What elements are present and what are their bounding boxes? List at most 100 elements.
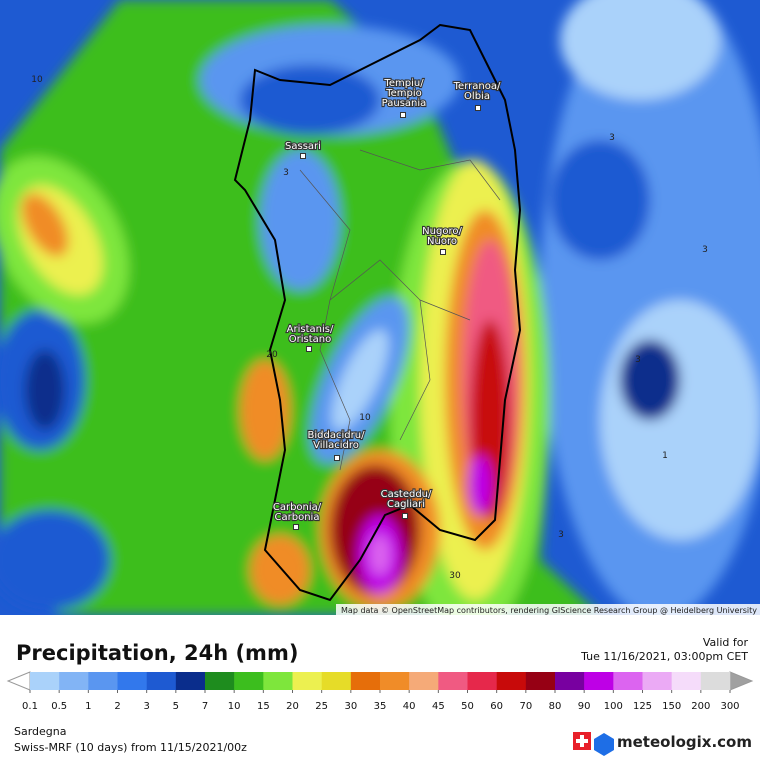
city-label: Casteddu/ [381,489,432,500]
scale-swatch [584,672,614,690]
scale-tick-label: 0.1 [22,701,38,712]
scale-tick-label: 2 [114,701,120,712]
scale-tick-label: 15 [257,701,270,712]
city-marker [440,249,446,255]
city-label: Tempio [385,88,422,99]
city-marker [306,346,312,352]
scale-tick-label: 10 [228,701,241,712]
scale-swatch [700,672,731,690]
scale-tick-label: 200 [691,701,710,712]
attribution: Map data © OpenStreetMap contributors, r… [341,606,757,615]
contour-label: 1 [662,451,668,461]
scale-swatch [467,672,497,690]
city-marker [334,455,340,461]
contour-labels: 10 3 3 3 3 1 3 20 10 30 [31,75,708,581]
scale-swatch [146,672,177,690]
scale-swatch [525,672,556,690]
scale-tick-label: 90 [578,701,591,712]
city-marker [293,524,299,530]
scale-swatch [88,672,118,690]
city-marker [402,513,408,519]
scale-tick-label: 7 [202,701,208,712]
scale-swatch [205,672,235,690]
contour-label: 3 [702,245,708,255]
brand-icon [594,733,614,756]
city-label: Nugoro/ [422,226,462,237]
contour-label: 10 [31,75,43,85]
province-borders [299,149,501,471]
scale-tick-label: 150 [662,701,681,712]
scale-swatch [409,672,439,690]
city-label: Carbonia/ [273,502,322,513]
scale-tick-label: 100 [604,701,623,712]
scale-swatch [555,672,585,690]
city-label: Aristanis/ [287,324,334,335]
scale-swatch [321,672,352,690]
scale-tick-label: 40 [403,701,416,712]
city-label: Sassari [285,141,321,152]
contour-label: 3 [283,168,289,178]
scale-tick-label: 80 [549,701,562,712]
scale-tick-label: 70 [519,701,532,712]
model-run: Swiss-MRF (10 days) from 11/15/2021/00z [14,741,247,754]
city-label: Nuoro [427,236,457,247]
scale-swatch [175,672,206,690]
scale-swatch [438,672,468,690]
scale-tick-label: 25 [315,701,328,712]
contour-label: 3 [635,355,641,365]
scale-arrow-right [729,671,754,691]
city-label: Villacidro [313,440,359,451]
scale-tick-label: 20 [286,701,299,712]
scale-tick-label: 300 [720,701,739,712]
city-label: Terranoa/ [453,81,501,92]
scale-swatch [234,672,264,690]
scale-tick-label: 45 [432,701,445,712]
scale-swatch [30,672,60,690]
contour-label: 30 [449,571,461,581]
scale-tick-label: 1 [85,701,91,712]
city-marker [475,105,481,111]
city-marker [300,153,306,159]
city-label: Oristano [289,334,331,345]
scale-swatch [292,672,322,690]
scale-swatch [263,672,293,690]
scale-swatch [496,672,527,690]
city-label: Cagliari [387,499,425,510]
scale-swatch [59,672,89,690]
contour-label: 3 [609,133,615,143]
region: Sardegna [14,725,67,738]
scale-tick-label: 3 [143,701,149,712]
contour-label: 10 [359,413,371,423]
scale-swatch [380,672,410,690]
city-label: Carbonia [275,512,320,523]
city-label: Biddacidru/ [308,430,366,441]
contour-label: 3 [558,530,564,540]
scale-swatch [613,672,643,690]
scale-tick-label: 50 [461,701,474,712]
scale-arrow-left [6,671,31,691]
city-label: Pausania [382,98,427,109]
contour-label: 20 [266,350,278,360]
valid-time: Tue 11/16/2021, 03:00pm CET [580,650,748,663]
legend-title: Precipitation, 24h (mm) [16,641,298,665]
swiss-flag [573,732,591,750]
city-label: Olbia [464,91,490,102]
valid-label: Valid for [703,636,749,649]
scale-swatch [642,672,672,690]
scale-swatch [350,672,381,690]
city-marker [400,112,406,118]
city-label: Tempiu/ [383,78,424,89]
scale-tick-label: 5 [173,701,179,712]
scale-tick-label: 125 [633,701,652,712]
precip-field [0,0,760,615]
scale-swatch [117,672,147,690]
color-scale: 0.1 0.5 1 2 3 5 7 10 15 20 25 30 35 40 45 50 60 70 80 90 100… [6,671,754,712]
scale-swatch [671,672,702,690]
scale-tick-label: 30 [344,701,357,712]
scale-tick-label: 35 [374,701,387,712]
attribution-bg [336,604,760,615]
scale-tick-label: 60 [490,701,503,712]
